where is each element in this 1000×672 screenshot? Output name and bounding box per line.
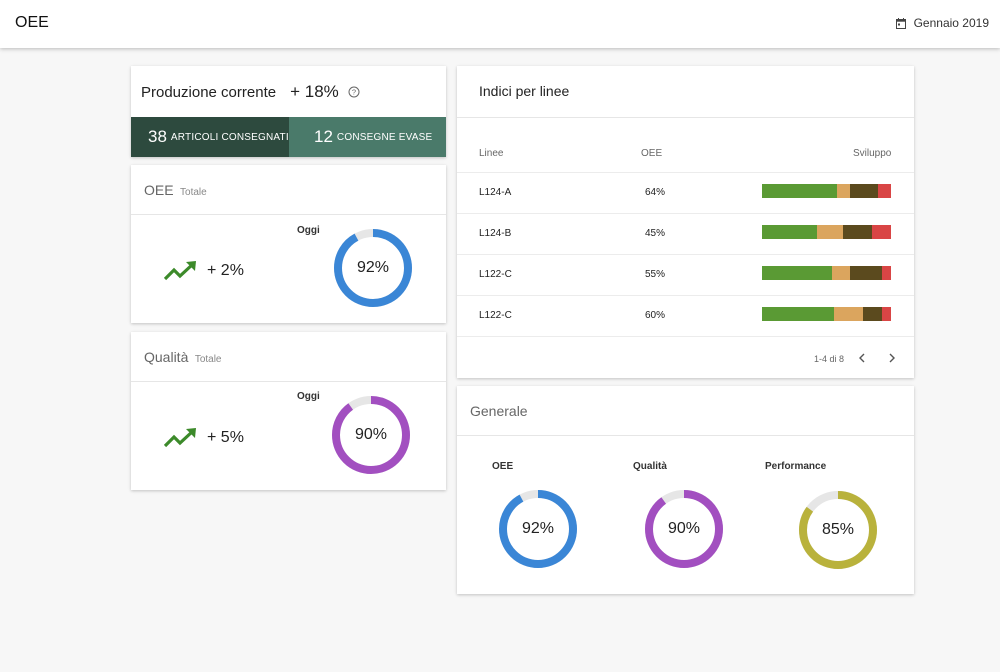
col-header-oee[interactable]: OEE bbox=[641, 148, 663, 159]
table-row[interactable]: L122-C 55% bbox=[457, 254, 914, 294]
consegne-label: CONSEGNE EVASE bbox=[336, 131, 433, 143]
generale-oee-donut: 92% bbox=[498, 489, 578, 569]
row-linea: L124-A bbox=[479, 187, 512, 198]
generale-oee-label: OEE bbox=[492, 461, 514, 472]
oee-trend-value: + 2% bbox=[207, 262, 244, 279]
row-sviluppo-bar bbox=[762, 266, 891, 280]
chevron-left-icon[interactable] bbox=[854, 350, 870, 366]
date-selector[interactable]: Gennaio 2019 bbox=[895, 16, 989, 30]
table-row[interactable]: L124-A 64% bbox=[457, 172, 914, 212]
chevron-right-icon[interactable] bbox=[884, 350, 900, 366]
donut-arc bbox=[334, 229, 412, 307]
segment-run bbox=[762, 225, 818, 239]
segment-stop bbox=[849, 266, 882, 280]
donut-arc bbox=[645, 490, 723, 568]
row-sviluppo-bar bbox=[762, 307, 891, 321]
segment-run bbox=[762, 266, 832, 280]
row-linea: L124-B bbox=[479, 228, 512, 239]
segment-fault bbox=[871, 225, 891, 239]
table-row[interactable]: L122-C 60% bbox=[457, 295, 914, 335]
oee-card-subtitle: Totale bbox=[180, 187, 207, 198]
row-sviluppo-bar bbox=[762, 184, 891, 198]
oee-trend: + 2% bbox=[164, 261, 244, 281]
oee-today-label: Oggi bbox=[297, 225, 320, 236]
oee-donut-value: 92% bbox=[356, 259, 390, 276]
produzione-bar: 38 ARTICOLI CONSEGNATI 12 CONSEGNE EVASE bbox=[131, 117, 446, 157]
donut-arc bbox=[332, 396, 410, 474]
generale-performance-donut: 85% bbox=[798, 490, 878, 570]
segment-run bbox=[762, 307, 835, 321]
segment-stop bbox=[849, 184, 879, 198]
segment-setup bbox=[817, 225, 844, 239]
oee-card: OEE Totale + 2% Oggi 92% bbox=[131, 165, 446, 323]
col-header-sviluppo[interactable]: Sviluppo bbox=[853, 148, 892, 159]
produzione-card: Produzione corrente + 18% ? 38 ARTICOLI … bbox=[131, 66, 446, 157]
articoli-count: 38 bbox=[148, 127, 167, 146]
app-title: OEE bbox=[15, 14, 49, 31]
row-oee: 60% bbox=[645, 310, 666, 321]
segment-setup bbox=[836, 184, 850, 198]
qualita-today-label: Oggi bbox=[297, 391, 320, 402]
trending-up-icon bbox=[164, 261, 196, 281]
generale-qualita-label: Qualità bbox=[633, 461, 667, 472]
segment-setup bbox=[834, 307, 863, 321]
date-label: Gennaio 2019 bbox=[913, 16, 989, 30]
row-oee: 45% bbox=[645, 228, 666, 239]
produzione-delta: + 18% bbox=[290, 82, 339, 101]
calendar-icon bbox=[895, 17, 906, 29]
qualita-trend-value: + 5% bbox=[207, 429, 244, 446]
top-bar: OEE Gennaio 2019 bbox=[0, 0, 1000, 48]
qualita-card-subtitle: Totale bbox=[194, 354, 222, 365]
row-linea: L122-C bbox=[479, 310, 512, 321]
consegne-count: 12 bbox=[314, 127, 333, 146]
row-oee: 64% bbox=[645, 187, 666, 198]
segment-fault bbox=[881, 266, 891, 280]
row-oee: 55% bbox=[645, 269, 666, 280]
generale-card: Generale OEE 92% Qualità 90% Performance… bbox=[457, 386, 914, 594]
help-circle-icon[interactable]: ? bbox=[348, 86, 360, 98]
pagination-text: 1-4 di 8 bbox=[814, 354, 845, 364]
articoli-consegnati-segment: 38 ARTICOLI CONSEGNATI bbox=[131, 117, 289, 157]
donut-arc bbox=[799, 491, 877, 569]
segment-fault bbox=[881, 307, 891, 321]
indici-card: Indici per linee Linee OEE Sviluppo L124… bbox=[457, 66, 914, 378]
svg-text:?: ? bbox=[352, 88, 356, 97]
segment-setup bbox=[831, 266, 850, 280]
segment-run bbox=[762, 184, 837, 198]
consegne-evase-segment: 12 CONSEGNE EVASE bbox=[289, 117, 446, 157]
qualita-card: Qualità Totale + 5% Oggi 90% bbox=[131, 332, 446, 490]
segment-stop bbox=[862, 307, 882, 321]
trending-up-icon bbox=[164, 428, 196, 448]
generale-qualita-donut: 90% bbox=[644, 489, 724, 569]
row-linea: L122-C bbox=[479, 269, 512, 280]
donut-arc bbox=[499, 490, 577, 568]
generale-performance-value: 85% bbox=[821, 521, 855, 538]
generale-performance-label: Performance bbox=[765, 461, 827, 472]
qualita-trend: + 5% bbox=[164, 428, 244, 448]
qualita-donut-value: 90% bbox=[354, 426, 388, 443]
segment-fault bbox=[878, 184, 891, 198]
produzione-title: Produzione corrente bbox=[141, 83, 277, 101]
col-header-linee[interactable]: Linee bbox=[479, 148, 504, 159]
generale-qualita-value: 90% bbox=[667, 520, 701, 537]
oee-donut: 92% bbox=[333, 228, 413, 308]
segment-stop bbox=[843, 225, 872, 239]
qualita-donut: 90% bbox=[331, 395, 411, 475]
table-footer: 1-4 di 8 bbox=[457, 336, 914, 378]
oee-card-title: OEE bbox=[144, 182, 174, 198]
generale-oee-value: 92% bbox=[521, 520, 555, 537]
table-row[interactable]: L124-B 45% bbox=[457, 213, 914, 253]
articoli-label: ARTICOLI CONSEGNATI bbox=[170, 131, 289, 143]
qualita-card-title: Qualità bbox=[144, 349, 189, 365]
row-sviluppo-bar bbox=[762, 225, 891, 239]
indici-title: Indici per linee bbox=[457, 66, 914, 118]
generale-title: Generale bbox=[457, 386, 914, 436]
